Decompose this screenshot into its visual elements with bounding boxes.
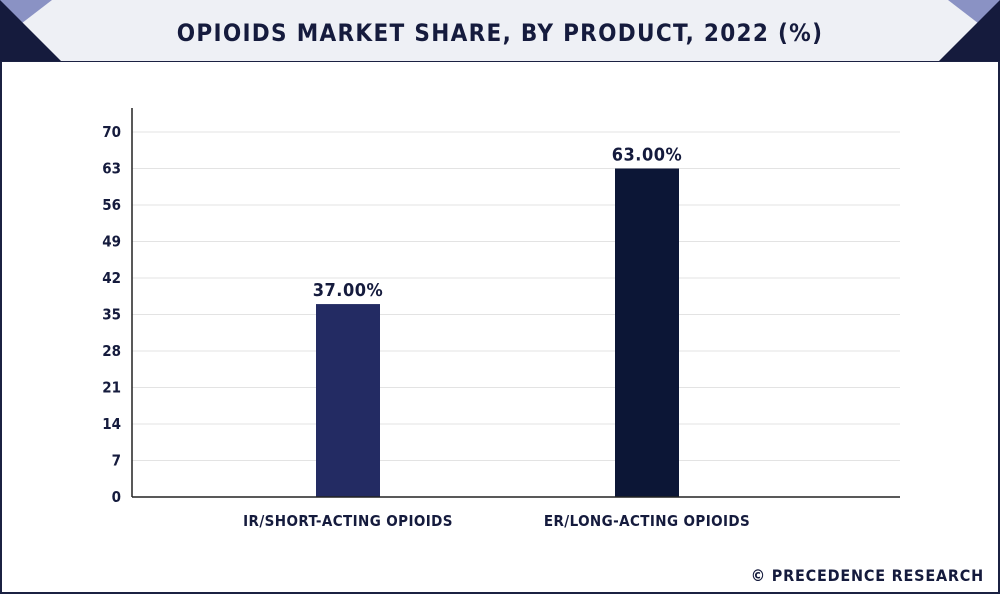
left-corner-ornament (0, 0, 62, 62)
left-corner-dark-triangle (0, 0, 62, 62)
y-tick-label: 35 (102, 306, 121, 324)
y-tick-label: 56 (102, 196, 121, 214)
y-tick-label: 49 (102, 233, 121, 251)
bars (316, 168, 679, 497)
axes (131, 108, 900, 498)
y-tick-label: 42 (102, 269, 121, 287)
title-banner: OPIOIDS MARKET SHARE, BY PRODUCT, 2022 (… (0, 0, 1000, 62)
y-tick-label: 28 (102, 342, 121, 360)
bar (615, 168, 679, 497)
data-label: 63.00% (612, 145, 682, 166)
x-category-label: IR/SHORT-ACTING OPIOIDS (243, 512, 453, 530)
right-corner-dark-triangle (938, 0, 1000, 62)
y-tick-label: 14 (102, 415, 121, 433)
y-tick-label: 0 (112, 488, 121, 506)
y-tick-label: 70 (102, 123, 121, 141)
data-label: 37.00% (313, 280, 383, 301)
y-tick-label: 21 (102, 379, 121, 397)
right-corner-ornament (938, 0, 1000, 62)
header-divider (0, 61, 1000, 62)
y-tick-label: 63 (102, 160, 121, 178)
labels: 0 7 14 21 28 35 42 49 56 63 70 37.00% IR/SHORT-ACTIN… (102, 123, 750, 530)
chart-title: OPIOIDS MARKET SHARE, BY PRODUCT, 2022 (… (176, 19, 824, 47)
y-tick-label: 7 (112, 452, 121, 470)
bar (316, 304, 380, 497)
gridlines (132, 131, 900, 461)
x-category-label: ER/LONG-ACTING OPIOIDS (544, 512, 750, 530)
source-credit: © PRECEDENCE RESEARCH (750, 566, 984, 585)
